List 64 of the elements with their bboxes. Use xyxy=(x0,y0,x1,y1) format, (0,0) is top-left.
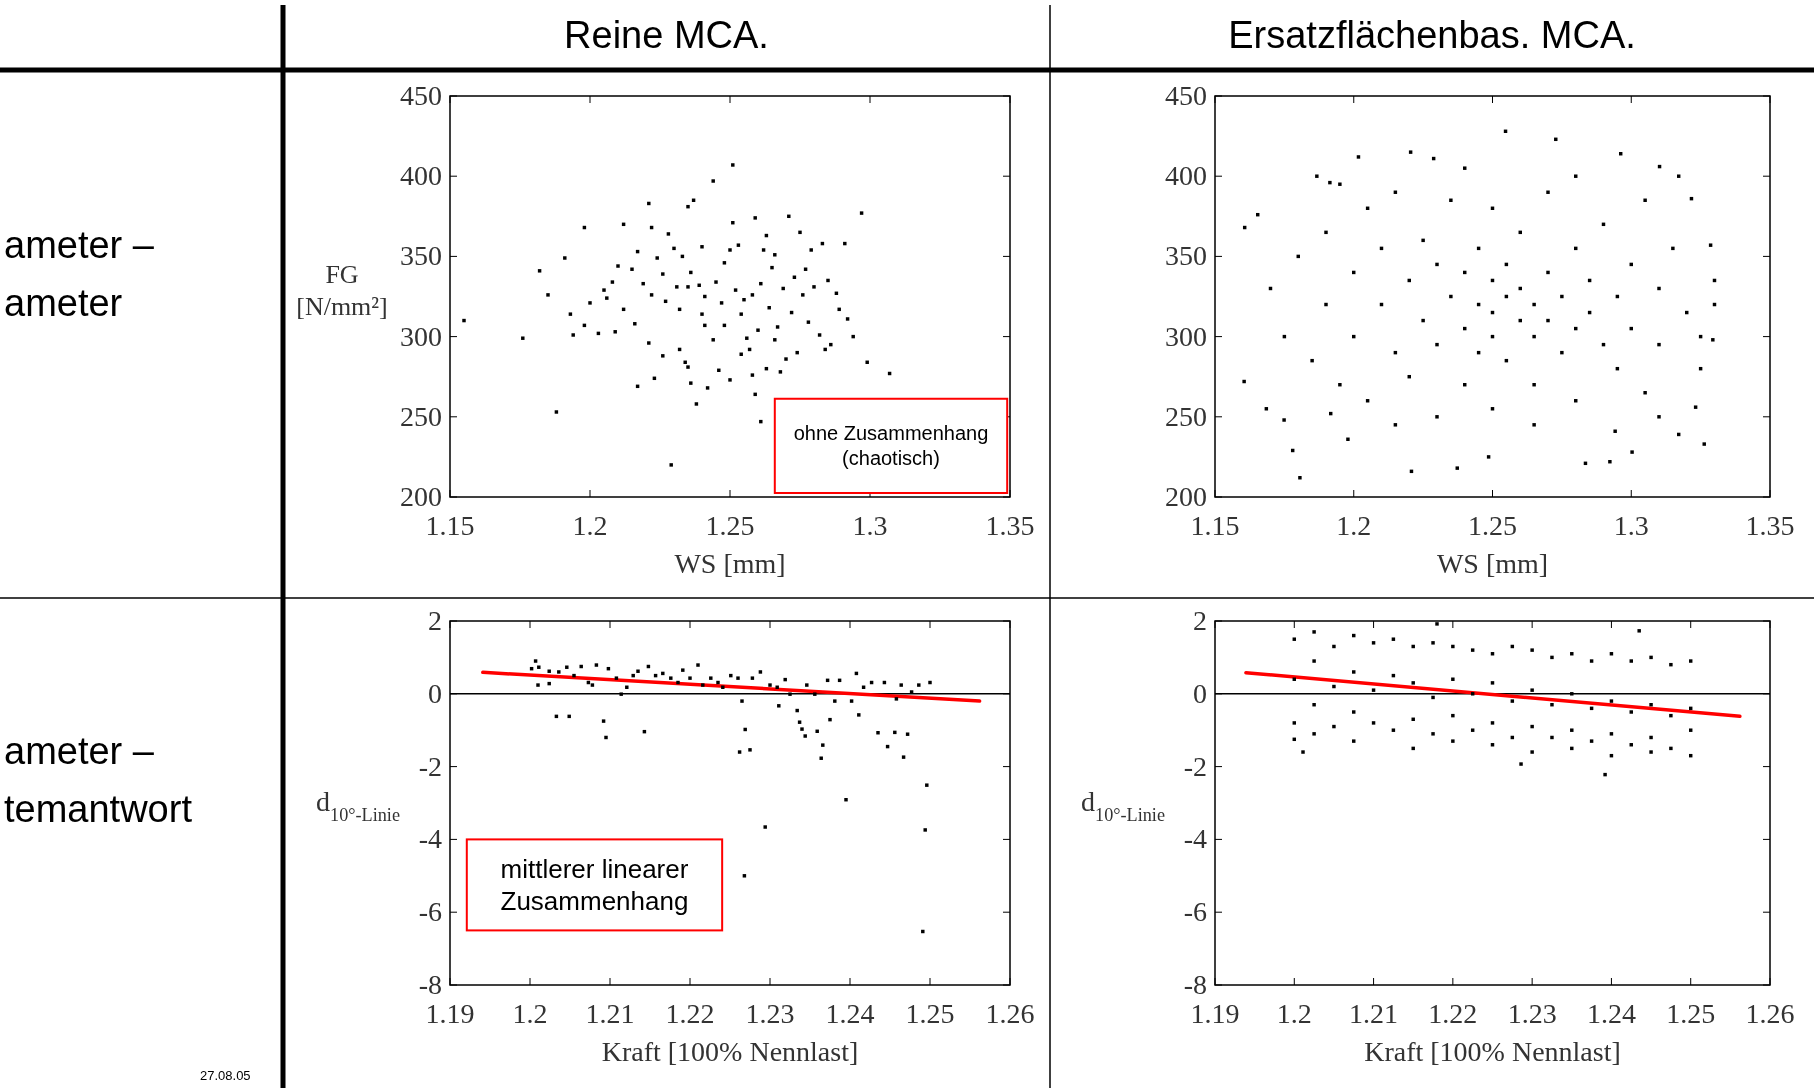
y-tick-label: -2 xyxy=(418,750,442,782)
x-tick-label: 1.35 xyxy=(985,510,1035,541)
annotation: mittlerer linearer Zusammenhang xyxy=(500,853,689,917)
x-tick-label: 1.22 xyxy=(1428,998,1478,1029)
y-tick-label: -8 xyxy=(1183,969,1207,1000)
y-tick-label: 0 xyxy=(1193,677,1207,709)
x-tick-label: 1.3 xyxy=(852,510,888,541)
x-tick-label: 1.26 xyxy=(985,998,1035,1029)
text: ameter – temantwort xyxy=(4,730,193,830)
x-tick-label: 1.15 xyxy=(425,510,475,541)
y-tick-label: -4 xyxy=(418,823,442,855)
y-tick-label: 0 xyxy=(428,677,442,709)
x-axis-title: WS [mm] xyxy=(1436,548,1549,579)
x-tick-label: 1.26 xyxy=(1745,998,1795,1029)
x-tick-label: 1.3 xyxy=(1613,510,1649,541)
text: 27.08.05 xyxy=(200,1068,251,1083)
y-tick-label: 300 xyxy=(1165,320,1207,352)
x-axis-title: Kraft [100% Nennlast] xyxy=(1364,1036,1621,1067)
x-axis-title: Kraft [100% Nennlast] xyxy=(601,1036,859,1067)
x-tick-label: 1.25 xyxy=(1468,510,1517,541)
x-tick-label: 1.2 xyxy=(572,510,608,541)
y-tick-label: 450 xyxy=(1165,80,1207,111)
y-tick-label: 450 xyxy=(400,80,442,111)
y-tick-label: 350 xyxy=(400,240,442,272)
x-tick-label: 1.25 xyxy=(905,998,955,1029)
annotation: ohne Zusammenhang (chaotisch) xyxy=(793,422,989,470)
x-tick-label: 1.24 xyxy=(825,998,875,1029)
y-tick-label: 200 xyxy=(1165,481,1207,512)
x-tick-label: 1.19 xyxy=(425,998,475,1029)
x-tick-label: 1.22 xyxy=(665,998,715,1029)
x-tick-label: 1.2 xyxy=(1336,510,1372,541)
y-tick-label: 350 xyxy=(1165,240,1207,272)
y-tick-label: 400 xyxy=(1165,160,1207,192)
x-tick-label: 1.2 xyxy=(1276,998,1312,1029)
x-tick-label: 1.23 xyxy=(745,998,795,1029)
x-tick-label: 1.25 xyxy=(1666,998,1716,1029)
x-tick-label: 1.21 xyxy=(1349,998,1399,1029)
y-tick-label: 250 xyxy=(1165,400,1207,432)
text: ameter – ameter xyxy=(4,223,155,324)
y-tick-label: -2 xyxy=(1183,750,1207,782)
x-tick-label: 1.35 xyxy=(1745,510,1795,541)
y-tick-label: 2 xyxy=(428,605,442,636)
y-axis-title: d$_{10°-Linie}$ xyxy=(316,786,400,825)
y-axis-title: d$_{10°-Linie}$ xyxy=(1081,786,1165,825)
chart-title: Ersatzflächenbas. MCA. xyxy=(1228,14,1636,56)
x-tick-label: 1.25 xyxy=(705,510,755,541)
y-tick-label: 300 xyxy=(400,320,442,352)
chart-title: Reine MCA. xyxy=(564,14,769,56)
x-tick-label: 1.15 xyxy=(1190,510,1240,541)
y-tick-label: 2 xyxy=(1193,605,1207,636)
x-tick-label: 1.2 xyxy=(512,998,548,1029)
y-tick-label: 250 xyxy=(400,400,442,432)
y-tick-label: -6 xyxy=(1183,896,1207,928)
y-tick-label: -4 xyxy=(1183,823,1207,855)
x-tick-label: 1.21 xyxy=(585,998,635,1029)
x-tick-label: 1.24 xyxy=(1586,998,1636,1029)
x-axis-title: WS [mm] xyxy=(674,548,786,579)
x-tick-label: 1.23 xyxy=(1507,998,1557,1029)
x-tick-label: 1.19 xyxy=(1190,998,1240,1029)
y-tick-label: 400 xyxy=(400,160,442,192)
y-tick-label: 200 xyxy=(400,481,442,512)
y-tick-label: -6 xyxy=(418,896,442,928)
y-axis-title: FG [N/mm²] xyxy=(296,259,388,321)
y-tick-label: -8 xyxy=(418,969,442,1000)
